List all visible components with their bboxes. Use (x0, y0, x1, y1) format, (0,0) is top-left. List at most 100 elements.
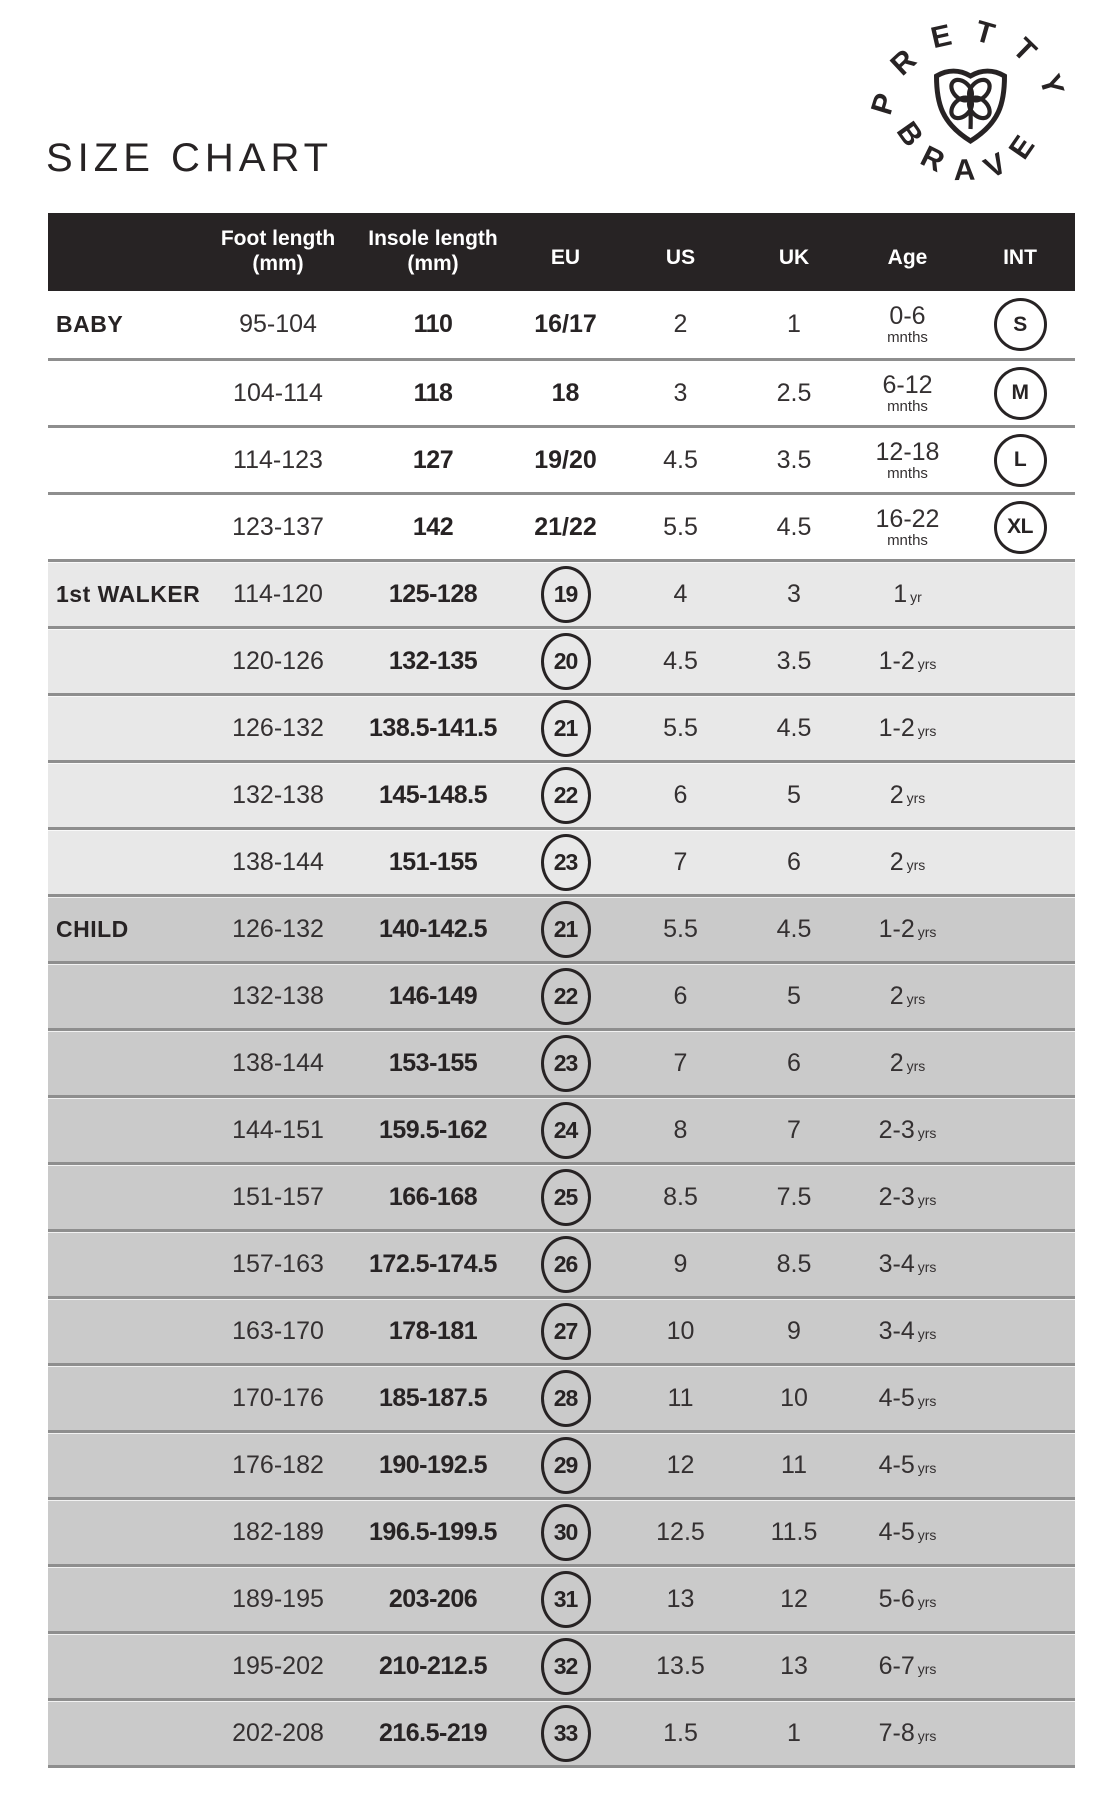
us-size-cell: 8.5 (663, 1182, 698, 1211)
insole-length-cell: 140-142.5 (378, 914, 488, 943)
foot-length-cell: 126-132 (232, 713, 324, 742)
header-foot-length-label: Foot length (220, 227, 336, 251)
insole-length-cell: 185-187.5 (378, 1383, 488, 1412)
header-uk-cell: UK (778, 245, 810, 269)
age-value-wrap: 2-3 yrs (879, 1116, 937, 1145)
eu-size-cell: 30 (508, 1503, 623, 1561)
eu-size-cell: 26 (508, 1235, 623, 1293)
foot-length-cell: 176-182 (232, 1450, 324, 1479)
eu-size-circle: 22 (540, 766, 591, 824)
table-row: 120-126 132-135 20 4.5 3.5 1-2 yrs (48, 626, 1075, 693)
us-size-cell: 6 (673, 780, 688, 809)
eu-size-circle: 21 (540, 699, 591, 757)
eu-size-circle: 27 (540, 1302, 591, 1360)
eu-size-circle: 33 (540, 1704, 591, 1762)
uk-size-cell: 3.5 (776, 646, 812, 675)
table-row: 1st WALKER 114-120 125-128 19 4 3 1 yr (48, 559, 1075, 626)
uk-size-cell: 2.5 (776, 378, 812, 407)
age-cell: 0-6 mnths (850, 304, 965, 346)
age-value: 3-4 (878, 1316, 915, 1345)
table-row: 163-170 178-181 27 10 9 3-4 yrs (48, 1296, 1075, 1363)
eu-size-circle: 21 (540, 900, 591, 958)
age-unit: yrs (906, 1057, 926, 1074)
eu-size-cell: 21 (508, 699, 623, 757)
us-size-cell: 5.5 (663, 914, 698, 943)
insole-length-cell: 203-206 (388, 1584, 478, 1613)
insole-length-cell: 178-181 (388, 1316, 478, 1345)
eu-size-cell: 29 (508, 1436, 623, 1494)
insole-length-cell: 151-155 (388, 847, 478, 876)
eu-size-circle: 28 (540, 1369, 591, 1427)
foot-length-cell: 132-138 (232, 780, 324, 809)
insole-length-cell: 138.5-141.5 (369, 713, 497, 742)
age-unit: yrs (906, 856, 926, 873)
age-unit: yrs (917, 923, 937, 940)
age-cell: 2-3 yrs (850, 1183, 965, 1212)
age-value-wrap: 6-12 mnths (882, 372, 932, 414)
uk-size-cell: 7 (787, 1115, 801, 1144)
age-unit: yrs (917, 1191, 937, 1208)
age-value-wrap: 6-7 yrs (879, 1652, 937, 1681)
us-size-cell: 4.5 (663, 445, 698, 474)
section-label: BABY (56, 311, 124, 337)
uk-size-cell: 5 (787, 981, 801, 1010)
age-value: 2-3 (878, 1115, 915, 1144)
age-unit: yrs (906, 789, 926, 806)
eu-size-circle: 26 (540, 1235, 591, 1293)
age-cell: 12-18 mnths (850, 437, 965, 482)
table-row: 138-144 153-155 23 7 6 2 yrs (48, 1028, 1075, 1095)
insole-length-cell: 159.5-162 (378, 1115, 488, 1144)
us-size-cell: 13 (666, 1584, 695, 1613)
us-size-cell: 7 (673, 1048, 688, 1077)
age-value: 12-18 (875, 437, 940, 466)
header-foot-length-cell: Foot length (mm) (198, 227, 358, 277)
age-cell: 2 yrs (850, 848, 965, 877)
uk-size-cell: 6 (787, 1048, 801, 1077)
table-body: BABY 95-104 110 16/17 2 1 0-6 mnths S 104-114 118 1… (48, 291, 1075, 1768)
table-row: 132-138 146-149 22 6 5 2 yrs (48, 961, 1075, 1028)
foot-length-cell: 120-126 (232, 646, 324, 675)
uk-size-cell: 6 (787, 847, 801, 876)
foot-length-cell: 95-104 (239, 310, 317, 338)
insole-length-cell: 166-168 (388, 1182, 478, 1211)
age-cell: 2 yrs (850, 982, 965, 1011)
age-value: 6-7 (878, 1651, 915, 1680)
eu-size-circle: 30 (540, 1503, 591, 1561)
eu-size-circle: 31 (540, 1570, 591, 1628)
eu-size-circle: 32 (540, 1637, 591, 1695)
int-size-cell: M (965, 366, 1075, 420)
age-cell: 16-22 mnths (850, 506, 965, 548)
age-cell: 6-7 yrs (850, 1652, 965, 1681)
us-size-cell: 4.5 (663, 646, 698, 675)
header-insole-length-unit: (mm) (407, 252, 459, 275)
age-cell: 4-5 yrs (850, 1518, 965, 1547)
table-row: 151-157 166-168 25 8.5 7.5 2-3 yrs (48, 1162, 1075, 1229)
eu-size-cell: 32 (508, 1637, 623, 1695)
foot-length-cell: 195-202 (232, 1651, 324, 1680)
age-value-wrap: 4-5 yrs (879, 1451, 937, 1480)
table-row: 170-176 185-187.5 28 11 10 4-5 yrs (48, 1363, 1075, 1430)
insole-length-cell: 196.5-199.5 (369, 1517, 497, 1546)
eu-size-circle: 22 (540, 967, 591, 1025)
age-value-wrap: 3-4 yrs (879, 1250, 937, 1279)
int-size-circle: XL (993, 500, 1047, 554)
header-insole-length-cell: Insole length (mm) (358, 227, 508, 277)
eu-size-circle: 23 (540, 833, 591, 891)
uk-size-cell: 11.5 (770, 1517, 818, 1546)
age-unit: yrs (917, 1727, 937, 1744)
age-cell: 3-4 yrs (850, 1317, 965, 1346)
age-value: 4-5 (878, 1383, 915, 1412)
table-row: 138-144 151-155 23 7 6 2 yrs (48, 827, 1075, 894)
age-unit: yrs (917, 1258, 937, 1275)
table-row: 182-189 196.5-199.5 30 12.5 11.5 4-5 yrs (48, 1497, 1075, 1564)
uk-size-cell: 11 (781, 1450, 807, 1479)
age-unit: mnths (887, 464, 928, 482)
uk-size-cell: 1 (787, 310, 801, 338)
table-row: 189-195 203-206 31 13 12 5-6 yrs (48, 1564, 1075, 1631)
eu-size-cell: 20 (508, 632, 623, 690)
eu-size-cell: 24 (508, 1101, 623, 1159)
eu-size-circle: 29 (540, 1436, 591, 1494)
table-row: 126-132 138.5-141.5 21 5.5 4.5 1-2 yrs (48, 693, 1075, 760)
uk-size-cell: 10 (780, 1383, 808, 1412)
foot-length-cell: 138-144 (232, 1048, 324, 1077)
